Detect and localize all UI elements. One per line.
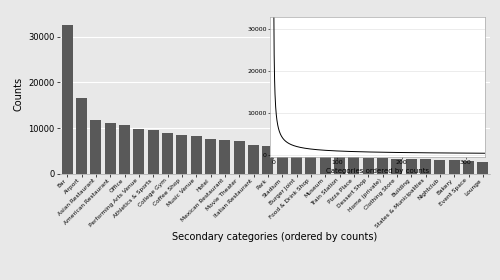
Bar xyxy=(248,145,259,174)
Bar xyxy=(377,158,388,174)
Bar xyxy=(262,146,273,174)
Bar xyxy=(334,155,345,174)
Bar xyxy=(277,148,287,174)
Bar xyxy=(191,136,202,174)
Bar xyxy=(62,25,72,174)
X-axis label: Categories ordered by counts: Categories ordered by counts xyxy=(326,168,429,174)
Y-axis label: Counts: Counts xyxy=(14,77,24,111)
Bar xyxy=(434,160,445,174)
Bar xyxy=(306,154,316,174)
Bar xyxy=(348,156,359,174)
Bar xyxy=(205,139,216,174)
Bar xyxy=(449,160,460,174)
Bar xyxy=(363,158,374,174)
X-axis label: Secondary categories (ordered by counts): Secondary categories (ordered by counts) xyxy=(172,232,378,242)
Bar xyxy=(90,120,101,174)
Bar xyxy=(76,98,87,174)
Bar xyxy=(406,158,416,174)
Bar xyxy=(134,129,144,174)
Bar xyxy=(392,158,402,174)
Bar xyxy=(162,133,173,174)
Bar xyxy=(119,125,130,174)
Bar xyxy=(148,130,158,174)
Bar xyxy=(320,155,330,174)
Bar xyxy=(478,162,488,174)
Bar xyxy=(176,135,187,174)
Bar xyxy=(420,160,431,174)
Bar xyxy=(234,141,244,174)
Bar xyxy=(105,123,116,174)
Bar xyxy=(291,150,302,174)
Bar xyxy=(463,161,474,174)
Bar xyxy=(220,140,230,174)
